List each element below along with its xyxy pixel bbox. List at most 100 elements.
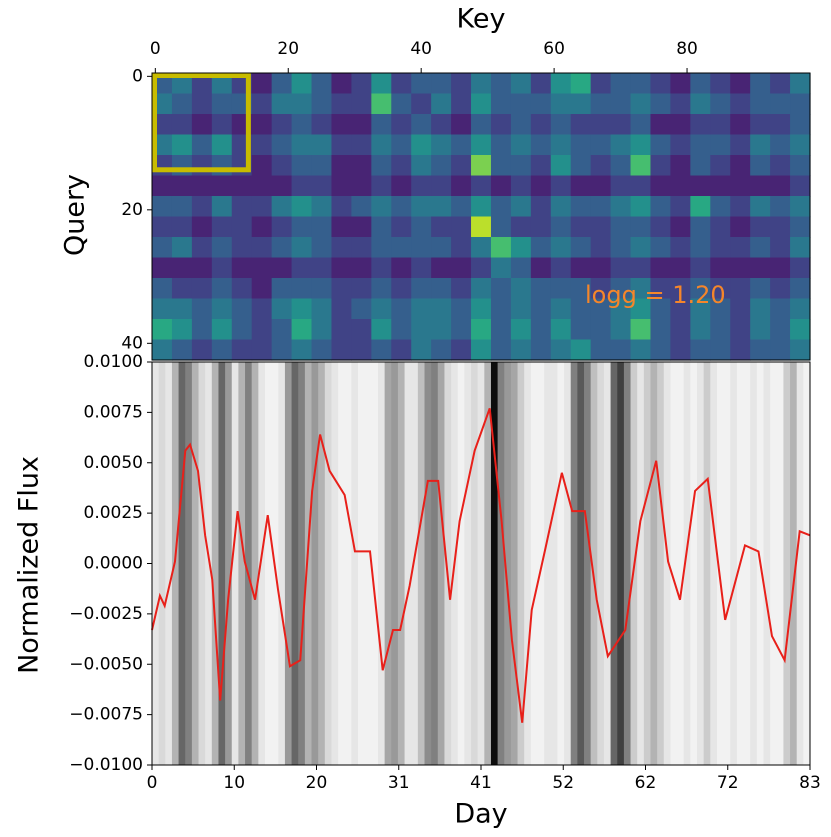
background-band [471,362,479,765]
heatmap-cell [750,278,771,300]
heatmap-cell [152,93,173,115]
heatmap-cell [391,114,412,136]
heatmap-cell [251,175,273,197]
heatmap-cell [530,278,552,300]
heatmap-cell [710,155,731,177]
heatmap-cell [331,73,352,95]
x-tick-label: 52 [552,773,574,793]
heatmap-cell [251,73,273,95]
heatmap-cell [351,73,372,95]
heatmap-cell [570,73,592,95]
heatmap-cell [391,278,412,300]
heatmap-cell [311,216,333,238]
heatmap-cell [211,237,233,259]
background-band [218,362,226,765]
heatmap-cell [710,93,731,115]
heatmap-cell [610,134,632,156]
background-band [258,362,266,765]
heatmap-cell [750,114,771,136]
heatmap-cell [730,114,751,136]
heatmap-cell [291,339,313,361]
background-band [490,362,499,765]
background-band [397,362,406,765]
heatmap-cell [171,196,193,218]
heatmap-cell [590,175,612,197]
heatmap-cell [271,73,293,95]
background-band [311,362,319,765]
x-tick-label: 80 [676,39,698,59]
heatmap-cell [152,175,173,197]
heatmap-cell [590,298,612,320]
heatmap-cell [331,134,352,156]
heatmap-cell [730,196,751,218]
heatmap-cell [730,278,751,300]
heatmap-cell [490,216,512,238]
heatmap-cell [750,134,771,156]
heatmap-cell [171,257,193,279]
heatmap-cell [291,278,313,300]
heatmap-cell [550,216,572,238]
heatmap-cell [510,196,532,218]
background-band [730,362,738,765]
background-band [623,362,632,765]
heatmap-cell [670,196,691,218]
heatmap-cell [530,319,552,341]
heatmap-cell [750,196,771,218]
heatmap-cell [271,216,293,238]
y-tick-label: 0.0100 [84,352,143,372]
heatmap-cell [411,73,432,95]
annotation: logg = 1.20 [585,281,726,309]
heatmap-cell [750,155,771,177]
y-tick-label: −0.0025 [69,604,143,624]
heatmap-cell [750,216,771,238]
background-band [444,362,452,765]
heatmap-cell [730,216,751,238]
heatmap-cell [550,114,572,136]
heatmap-cell [411,257,432,279]
heatmap-cell [670,73,691,95]
x-tick-label: 83 [799,773,821,793]
background-band [431,362,439,765]
heatmap-cell [351,257,372,279]
heatmap-cell [471,298,492,320]
heatmap-cell [331,339,352,361]
heatmap-cell [331,196,352,218]
heatmap-cell [431,134,452,156]
heatmap-cell [570,175,592,197]
heatmap-cell [391,175,412,197]
heatmap-cell [550,155,572,177]
heatmap-cell [630,257,652,279]
heatmap-cell [690,278,711,300]
heatmap-cell [311,257,333,279]
heatmap-cell [610,175,632,197]
heatmap-cell [490,114,512,136]
heatmap-cell [530,237,552,259]
heatmap-cell [690,237,711,259]
heatmap-cell [570,237,592,259]
heatmap-cell [730,298,751,320]
background-band [251,362,259,765]
heatmap-cell [231,339,253,361]
heatmap-cell [690,196,711,218]
heatmap-cell [570,216,592,238]
heatmap-cell [171,339,193,361]
y-tick-label: 0.0050 [84,453,143,473]
heatmap-cell [291,175,313,197]
heatmap-cell [471,175,492,197]
heatmap-cell [211,114,233,136]
heatmap-cell [650,298,672,320]
background-band [610,362,618,765]
heatmap-cell [670,216,691,238]
heatmap-cell [510,319,532,341]
heatmap-cell [152,196,173,218]
heatmap-cell [510,73,532,95]
heatmap-cell [191,155,213,177]
heatmap-cell [411,237,432,259]
heatmap-cell [710,73,731,95]
heatmap-cell [650,196,672,218]
heatmap-cell [550,196,572,218]
heatmap-cell [770,175,791,197]
heatmap-cell [251,278,273,300]
heatmap-cell [610,73,632,95]
background-band [291,362,299,765]
